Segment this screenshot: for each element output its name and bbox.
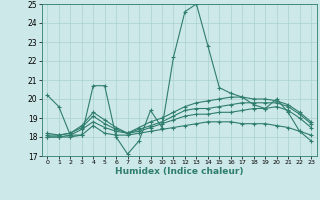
X-axis label: Humidex (Indice chaleur): Humidex (Indice chaleur)	[115, 167, 244, 176]
